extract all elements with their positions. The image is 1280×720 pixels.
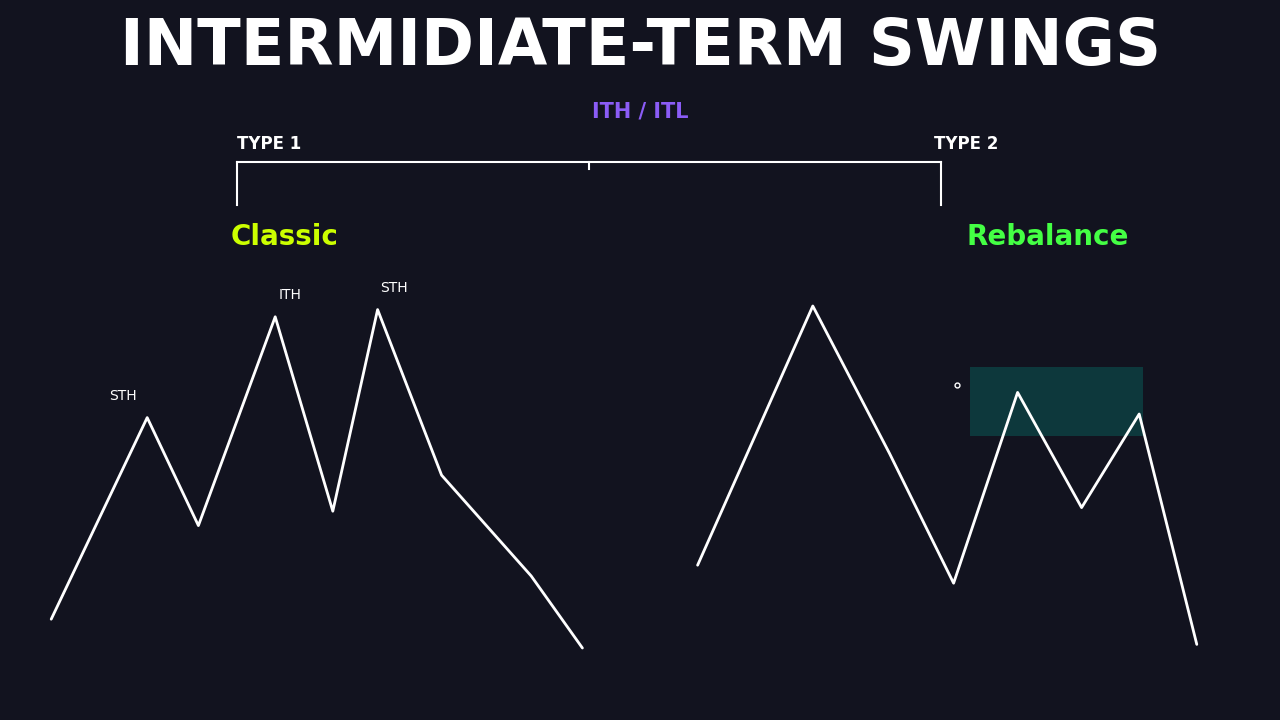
Text: ITH: ITH [279, 289, 302, 302]
Text: INTERMIDIATE-TERM SWINGS: INTERMIDIATE-TERM SWINGS [119, 16, 1161, 78]
Text: ITH / ITL: ITH / ITL [591, 102, 689, 122]
Text: Classic: Classic [230, 223, 338, 251]
Text: STH: STH [109, 390, 137, 403]
Text: STH: STH [380, 282, 408, 295]
Text: TYPE 1: TYPE 1 [237, 135, 301, 153]
Text: Rebalance: Rebalance [966, 223, 1129, 251]
Bar [970, 367, 1143, 436]
Text: TYPE 2: TYPE 2 [934, 135, 998, 153]
